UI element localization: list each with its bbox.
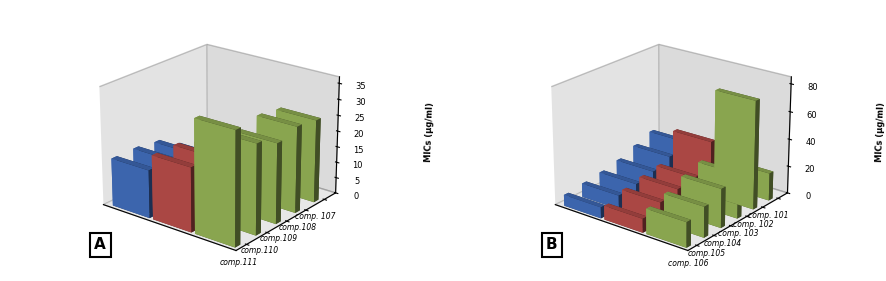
- Text: A: A: [94, 237, 106, 252]
- Text: B: B: [546, 237, 557, 252]
